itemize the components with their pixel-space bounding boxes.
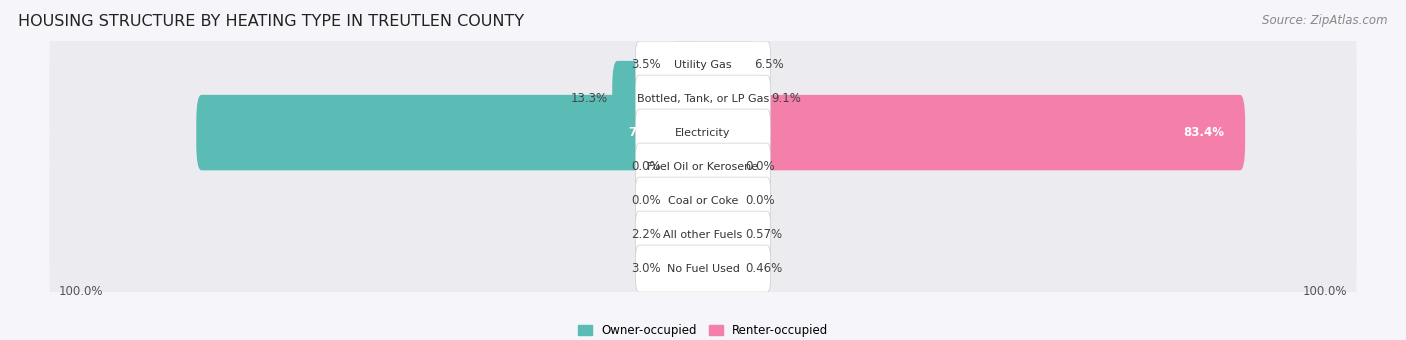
Text: Source: ZipAtlas.com: Source: ZipAtlas.com: [1263, 14, 1388, 27]
Text: 100.0%: 100.0%: [1302, 285, 1347, 298]
Text: Utility Gas: Utility Gas: [675, 59, 731, 70]
Text: 0.0%: 0.0%: [631, 160, 661, 173]
FancyBboxPatch shape: [197, 95, 709, 170]
FancyBboxPatch shape: [665, 129, 709, 204]
FancyBboxPatch shape: [636, 41, 770, 88]
Text: 13.3%: 13.3%: [571, 92, 607, 105]
FancyBboxPatch shape: [697, 129, 741, 204]
FancyBboxPatch shape: [697, 197, 711, 272]
FancyBboxPatch shape: [636, 211, 770, 258]
Text: 100.0%: 100.0%: [59, 285, 104, 298]
Text: No Fuel Used: No Fuel Used: [666, 264, 740, 274]
FancyBboxPatch shape: [49, 0, 1357, 130]
Text: HOUSING STRUCTURE BY HEATING TYPE IN TREUTLEN COUNTY: HOUSING STRUCTURE BY HEATING TYPE IN TRE…: [18, 14, 524, 29]
Text: Electricity: Electricity: [675, 128, 731, 138]
Text: 0.0%: 0.0%: [745, 160, 775, 173]
Text: 3.5%: 3.5%: [631, 58, 661, 71]
FancyBboxPatch shape: [636, 245, 770, 292]
FancyBboxPatch shape: [636, 109, 770, 156]
Text: Fuel Oil or Kerosene: Fuel Oil or Kerosene: [647, 162, 759, 172]
FancyBboxPatch shape: [697, 163, 741, 238]
FancyBboxPatch shape: [697, 27, 749, 102]
Text: 6.5%: 6.5%: [755, 58, 785, 71]
Text: 0.0%: 0.0%: [631, 194, 661, 207]
Text: 0.57%: 0.57%: [745, 228, 782, 241]
FancyBboxPatch shape: [697, 61, 766, 136]
FancyBboxPatch shape: [675, 27, 709, 102]
Text: 83.4%: 83.4%: [1182, 126, 1223, 139]
Text: 77.9%: 77.9%: [627, 126, 669, 139]
FancyBboxPatch shape: [49, 203, 1357, 334]
Legend: Owner-occupied, Renter-occupied: Owner-occupied, Renter-occupied: [572, 319, 834, 340]
FancyBboxPatch shape: [49, 169, 1357, 300]
FancyBboxPatch shape: [697, 95, 1246, 170]
FancyBboxPatch shape: [679, 231, 709, 306]
Text: 3.0%: 3.0%: [631, 262, 661, 275]
Text: 9.1%: 9.1%: [772, 92, 801, 105]
FancyBboxPatch shape: [697, 231, 711, 306]
FancyBboxPatch shape: [636, 143, 770, 190]
Text: Bottled, Tank, or LP Gas: Bottled, Tank, or LP Gas: [637, 94, 769, 104]
Text: 2.2%: 2.2%: [631, 228, 661, 241]
FancyBboxPatch shape: [49, 101, 1357, 232]
FancyBboxPatch shape: [636, 177, 770, 224]
FancyBboxPatch shape: [49, 67, 1357, 198]
Text: Coal or Coke: Coal or Coke: [668, 195, 738, 206]
Text: 0.0%: 0.0%: [745, 194, 775, 207]
FancyBboxPatch shape: [49, 135, 1357, 266]
FancyBboxPatch shape: [636, 75, 770, 122]
Text: All other Fuels: All other Fuels: [664, 230, 742, 240]
FancyBboxPatch shape: [49, 33, 1357, 164]
Text: 0.46%: 0.46%: [745, 262, 782, 275]
FancyBboxPatch shape: [665, 163, 709, 238]
FancyBboxPatch shape: [683, 197, 709, 272]
FancyBboxPatch shape: [612, 61, 709, 136]
